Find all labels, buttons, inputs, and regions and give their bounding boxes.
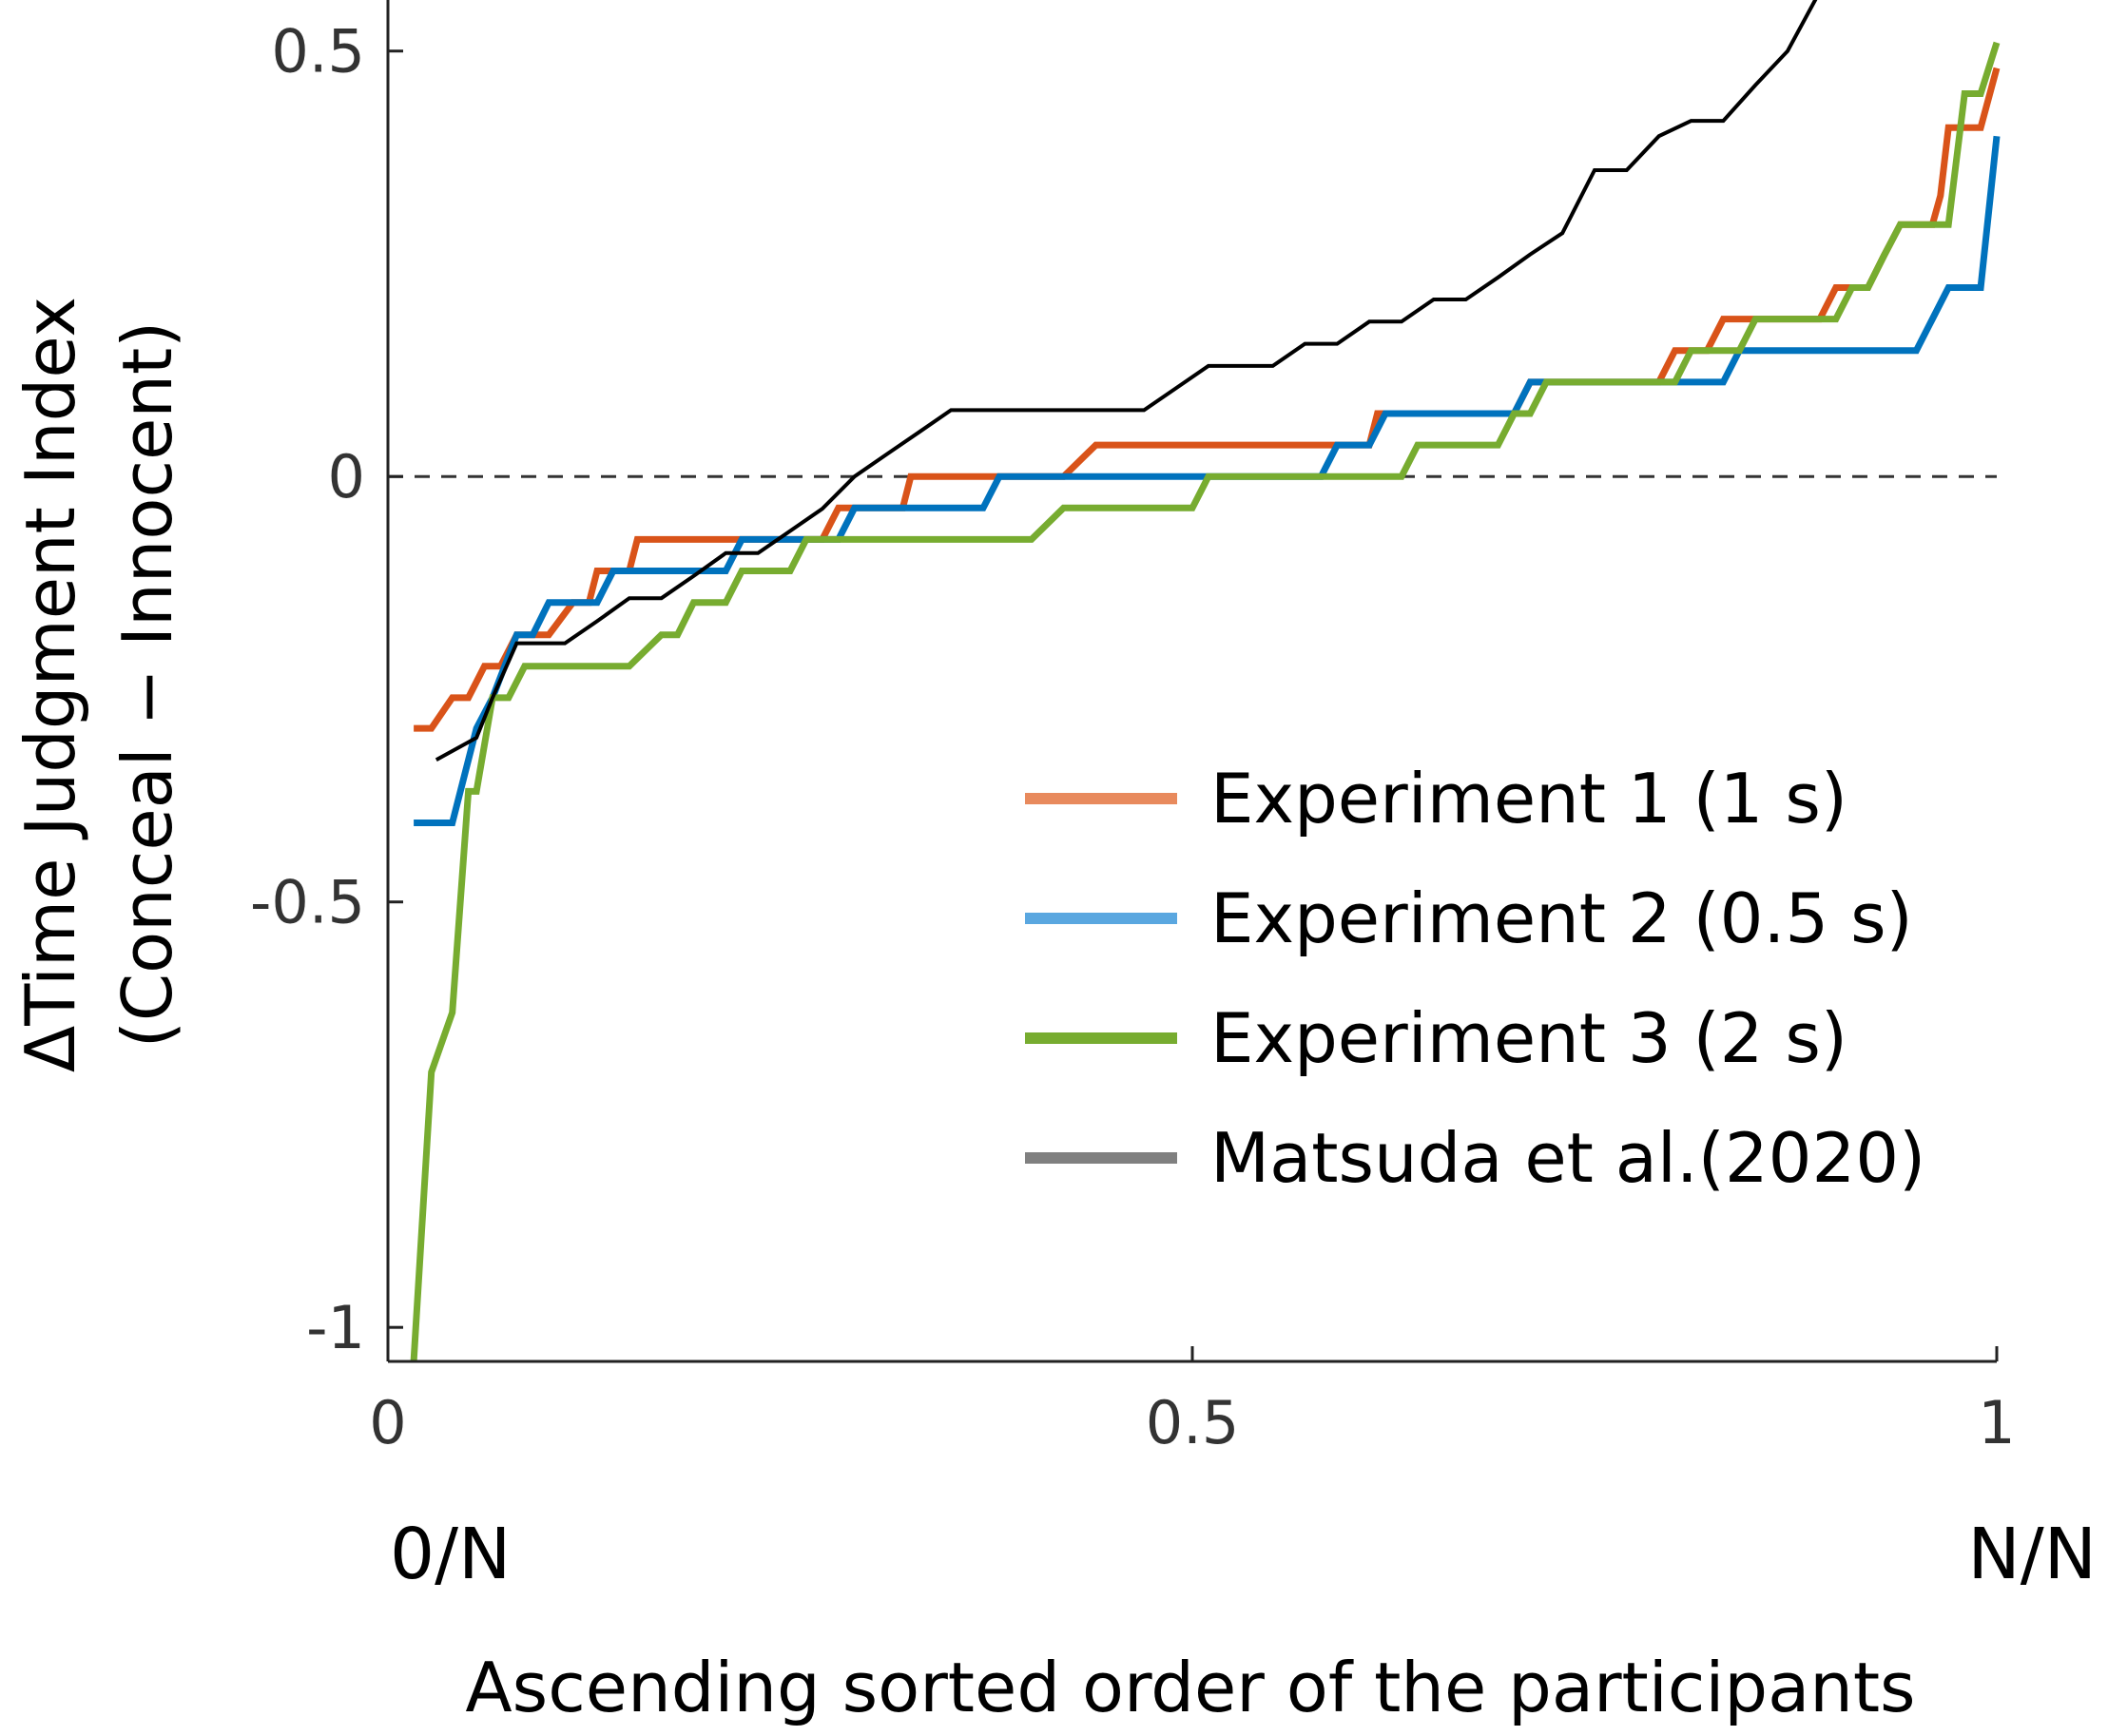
legend-label-3: Experiment 3 (2 s) — [1210, 998, 1847, 1078]
y-axis-title-line-1: ΔTime Judgment Index — [10, 297, 90, 1072]
legend-label-4: Matsuda et al.(2020) — [1210, 1118, 1925, 1198]
y-axis-title-line-2: (Conceal − Innocent) — [107, 321, 187, 1049]
x-axis-title: Ascending sorted order of the participan… — [465, 1648, 1915, 1727]
x-tick-label: 1 — [1978, 1388, 2015, 1457]
legend-label-1: Experiment 1 (1 s) — [1210, 759, 1847, 839]
series-line-4 — [435, 0, 1818, 762]
plot-area — [388, 0, 2001, 1362]
legend-label-2: Experiment 2 (0.5 s) — [1210, 878, 1913, 958]
series-line-3 — [410, 41, 2001, 1362]
y-tick-label: 0 — [328, 442, 365, 511]
x-tick-label: 0.5 — [1146, 1388, 1240, 1457]
legend: Experiment 1 (1 s) Experiment 2 (0.5 s) Ex… — [1025, 759, 1925, 1198]
y-tick-label: 0.5 — [271, 17, 365, 87]
x-endpoint-end-label: N/N — [1967, 1514, 2097, 1595]
series-line-1 — [414, 67, 2001, 732]
y-tick-label: -0.5 — [250, 868, 365, 937]
axes: -1 -0.5 0 0.5 0 0.5 1 — [250, 0, 2016, 1457]
y-tick-label: -1 — [306, 1293, 365, 1362]
x-endpoint-start-label: 0/N — [390, 1514, 511, 1595]
x-tick-label: 0 — [369, 1388, 406, 1457]
